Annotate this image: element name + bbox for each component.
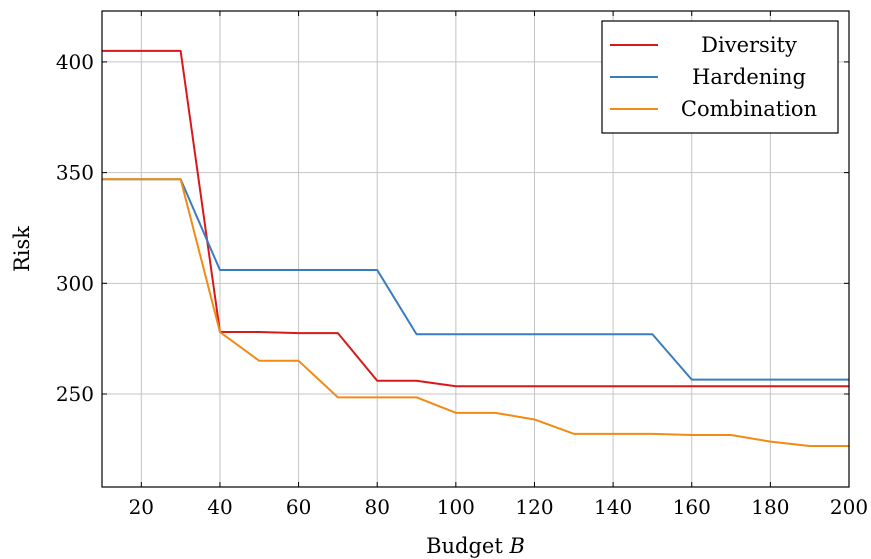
x-tick-label: 120	[515, 495, 553, 519]
x-axis-label-variable: B	[508, 534, 524, 558]
y-axis-label: Risk	[10, 226, 34, 272]
x-axis-label: Budget B	[426, 534, 525, 558]
x-tick-label: 180	[751, 495, 789, 519]
x-tick-label: 100	[437, 495, 475, 519]
legend-label-diversity: Diversity	[701, 33, 797, 57]
legend-label-hardening: Hardening	[692, 65, 806, 89]
legend: Diversity Hardening Combination	[601, 20, 839, 134]
x-tick-label: 200	[830, 495, 868, 519]
y-tick-label: 350	[56, 161, 94, 185]
y-tick-label: 250	[56, 382, 94, 406]
x-tick-label: 60	[286, 495, 311, 519]
x-tick-label: 20	[129, 495, 154, 519]
series-line-hardening	[102, 178, 849, 381]
x-tick-label: 40	[207, 495, 232, 519]
x-axis-label-text: Budget	[426, 534, 509, 558]
x-tick-label: 140	[594, 495, 632, 519]
tick-labels: 20 40 60 80 100 120 140 160 180 200 250 300 350 400	[56, 50, 868, 519]
y-tick-label: 400	[56, 50, 94, 74]
x-tick-label: 160	[673, 495, 711, 519]
series-line-combination	[102, 178, 849, 448]
legend-label-combination: Combination	[681, 97, 817, 121]
series-line-diversity	[102, 49, 849, 388]
x-tick-label: 80	[364, 495, 389, 519]
y-tick-label: 300	[56, 271, 94, 295]
ticks	[102, 11, 850, 487]
plot-frame	[101, 10, 850, 488]
series-layer	[102, 49, 849, 448]
